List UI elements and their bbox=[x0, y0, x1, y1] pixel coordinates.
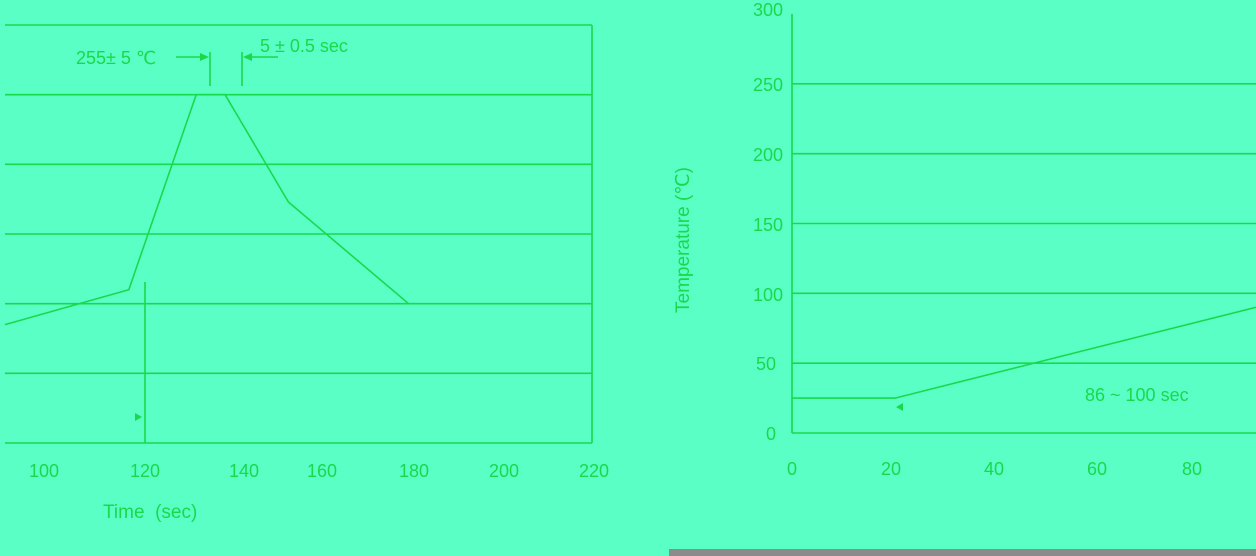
right-marker-triangle bbox=[896, 403, 903, 411]
right-x-tick-label: 20 bbox=[881, 459, 901, 479]
right-y-tick-label: 300 bbox=[753, 0, 783, 20]
right-y-tick-label: 0 bbox=[766, 424, 776, 444]
left-temperature-profile-line bbox=[4, 93, 410, 326]
right-x-tick-label: 40 bbox=[984, 459, 1004, 479]
bottom-gray-bar bbox=[669, 549, 1256, 556]
left-marker-triangle bbox=[135, 413, 142, 421]
right-y-tick-label: 200 bbox=[753, 145, 783, 165]
right-y-axis-title: Temperature (℃) bbox=[673, 167, 694, 313]
right-gridlines bbox=[792, 83, 1256, 364]
left-x-axis-title: Time (sec) bbox=[103, 502, 197, 523]
right-temperature-profile-line bbox=[792, 306, 1256, 399]
left-gridlines bbox=[5, 93, 592, 375]
peak-left-arrowhead bbox=[200, 53, 209, 61]
left-x-tick-label: 100 bbox=[29, 461, 59, 481]
right-y-tick-label: 100 bbox=[753, 285, 783, 305]
peak-temperature-annotation: 255± 5 ℃ bbox=[76, 48, 156, 68]
right-x-tick-label: 60 bbox=[1087, 459, 1107, 479]
left-x-tick-label: 120 bbox=[130, 461, 160, 481]
left-x-tick-label: 140 bbox=[229, 461, 259, 481]
right-x-tick-label: 80 bbox=[1182, 459, 1202, 479]
right-y-tick-label: 250 bbox=[753, 75, 783, 95]
right-x-tick-label: 0 bbox=[787, 459, 797, 479]
left-x-tick-label: 160 bbox=[307, 461, 337, 481]
left-x-tick-label: 200 bbox=[489, 461, 519, 481]
left-x-tick-label: 180 bbox=[399, 461, 429, 481]
peak-duration-annotation: 5 ± 0.5 sec bbox=[260, 36, 348, 56]
duration-range-annotation: 86 ~ 100 sec bbox=[1085, 385, 1189, 405]
peak-right-arrowhead bbox=[243, 53, 252, 61]
right-chart: 86 ~ 100 sec 0 50 100 150 200 250 300 0 … bbox=[673, 0, 1256, 479]
left-x-tick-label: 220 bbox=[579, 461, 609, 481]
right-y-tick-label: 50 bbox=[756, 354, 776, 374]
left-chart: 255± 5 ℃ 5 ± 0.5 sec 100 120 140 160 180… bbox=[4, 24, 609, 523]
right-y-tick-label: 150 bbox=[753, 215, 783, 235]
